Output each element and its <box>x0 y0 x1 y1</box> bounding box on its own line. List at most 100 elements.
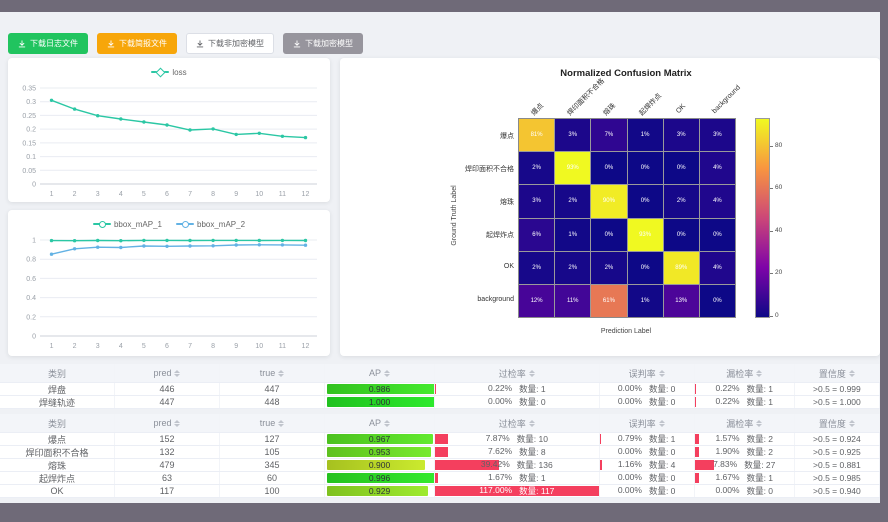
ap-value: 0.986 <box>368 384 391 394</box>
table-row: 焊缝轨迹 447 448 1.000 0.00% 数量: 0 0.00% 数量: 0… <box>0 396 880 409</box>
legend-label: loss <box>172 67 187 77</box>
column-header-置信度[interactable]: 置信度 <box>795 414 880 432</box>
overdetect-cell: 7.87% 数量: 10 <box>435 433 600 445</box>
matrix-cell: 2% <box>519 251 555 284</box>
true-value: 105 <box>220 446 326 458</box>
header-label: true <box>259 368 276 378</box>
column-header-漏检率[interactable]: 漏检率 <box>695 414 795 432</box>
svg-text:0: 0 <box>32 182 36 189</box>
column-header-漏检率[interactable]: 漏检率 <box>695 364 795 382</box>
ap-value: 0.967 <box>368 434 391 444</box>
header-label: AP <box>369 368 382 378</box>
confusion-matrix-grid: 81% 3% 7% 1% 3% 3% 2% 93% 0% 0% 0% 4% 3% 2% 90% 0% 2% 4% 6… <box>518 118 736 318</box>
sort-caret-icon[interactable] <box>658 369 665 377</box>
sort-caret-icon[interactable] <box>528 419 535 427</box>
legend-item-loss[interactable]: loss <box>151 67 187 77</box>
rate-percent: 1.67% <box>715 472 740 482</box>
miss-cell: 1.67% 数量: 1 <box>694 472 795 484</box>
rate-bar <box>694 447 700 457</box>
download-report-button[interactable]: 下载简报文件 <box>97 33 177 54</box>
sort-caret-icon[interactable] <box>756 419 763 427</box>
miss-cell: 0.00% 数量: 0 <box>695 485 795 497</box>
header-label: 过检率 <box>498 418 526 429</box>
svg-text:0.25: 0.25 <box>22 113 36 120</box>
sort-caret-icon[interactable] <box>756 369 763 377</box>
sort-caret-icon[interactable] <box>658 419 665 427</box>
sort-caret-icon[interactable] <box>174 369 181 377</box>
svg-text:0.15: 0.15 <box>22 140 36 147</box>
header-label: pred <box>153 418 172 428</box>
column-header-AP[interactable]: AP <box>325 364 436 382</box>
column-header-误判率[interactable]: 误判率 <box>600 414 695 432</box>
sort-caret-icon[interactable] <box>278 419 285 427</box>
sort-caret-icon[interactable] <box>528 369 535 377</box>
rate-count: 数量: 2 <box>746 447 774 457</box>
button-label: 下载加密模型 <box>305 39 353 48</box>
loss-chart: 00.050.10.150.20.250.30.351 2 3 4 5 6 7 8 9 10 11 1… <box>22 86 317 198</box>
sort-caret-icon[interactable] <box>848 369 855 377</box>
svg-text:6: 6 <box>165 343 169 350</box>
miss-cell: 7.83% 数量: 27 <box>694 459 795 471</box>
svg-text:0.8: 0.8 <box>26 257 36 264</box>
legend-marker-icon <box>151 67 170 77</box>
column-header-置信度[interactable]: 置信度 <box>795 364 880 382</box>
matrix-cell: 93% <box>627 218 663 251</box>
svg-text:1: 1 <box>50 191 54 198</box>
column-header-true[interactable]: true <box>220 414 326 432</box>
download-unencrypted-model-button[interactable]: 下载非加密模型 <box>186 33 274 54</box>
overdetect-cell: 39.42% 数量: 136 <box>435 459 600 471</box>
sort-caret-icon[interactable] <box>278 369 285 377</box>
rate-bar <box>694 460 715 470</box>
colorbar-tick: 40 <box>775 226 783 234</box>
matrix-cell: 89% <box>663 251 699 284</box>
pred-value: 63 <box>115 472 220 484</box>
matrix-cell: 3% <box>555 119 591 152</box>
ap-value: 1.000 <box>368 397 391 407</box>
legend-marker-icon <box>176 220 194 228</box>
confidence-cell: >0.5 = 0.925 <box>795 446 880 458</box>
ap-bar <box>327 397 435 407</box>
misjudge-cell: 0.00% 数量: 0 <box>600 383 695 395</box>
legend-item-bbox_mAP_1[interactable]: bbox_mAP_1 <box>92 220 162 229</box>
sort-caret-icon[interactable] <box>848 419 855 427</box>
column-header-过检率[interactable]: 过检率 <box>435 364 600 382</box>
rate-count: 数量: 0 <box>648 397 676 407</box>
download-encrypted-model-button[interactable]: 下载加密模型 <box>283 33 363 54</box>
class-name: OK <box>0 485 115 497</box>
pred-value: 447 <box>115 396 220 408</box>
rate-percent: 0.22% <box>715 383 740 393</box>
column-header-过检率[interactable]: 过检率 <box>435 414 600 432</box>
rate-percent: 0.00% <box>715 485 740 495</box>
rate-bar <box>599 460 603 470</box>
header-label: 类别 <box>47 368 66 379</box>
rate-count: 数量: 117 <box>519 486 555 496</box>
rate-count: 数量: 0 <box>746 486 774 496</box>
column-header-pred[interactable]: pred <box>115 364 220 382</box>
true-value: 448 <box>220 396 326 408</box>
overdetect-cell: 1.67% 数量: 1 <box>435 472 600 484</box>
legend-item-bbox_mAP_2[interactable]: bbox_mAP_2 <box>176 220 245 229</box>
header-label: AP <box>369 418 382 428</box>
rate-percent: 1.90% <box>715 446 740 456</box>
sort-caret-icon[interactable] <box>174 419 181 427</box>
column-header-true[interactable]: true <box>220 364 326 382</box>
column-header-误判率[interactable]: 误判率 <box>600 364 695 382</box>
rate-count: 数量: 27 <box>744 460 776 470</box>
sort-caret-icon[interactable] <box>384 419 391 427</box>
column-header-类别: 类别 <box>0 414 115 432</box>
header-label: 过检率 <box>498 368 526 379</box>
sort-caret-icon[interactable] <box>384 369 391 377</box>
map-chart-card: bbox_mAP_1 bbox_mAP_2 0 0.2 0.4 0.6 0.8 1 1 2 3 4… <box>8 210 330 356</box>
svg-text:12: 12 <box>302 343 310 350</box>
header-label: 置信度 <box>818 418 846 429</box>
matrix-cell: 1% <box>555 218 591 251</box>
rate-count: 数量: 0 <box>519 397 546 407</box>
download-log-button[interactable]: 下载日志文件 <box>8 33 88 54</box>
column-header-AP[interactable]: AP <box>325 414 436 432</box>
matrix-cell: 7% <box>591 119 627 152</box>
misjudge-cell: 0.79% 数量: 1 <box>599 433 695 445</box>
rate-count: 数量: 0 <box>648 486 676 496</box>
column-header-pred[interactable]: pred <box>115 414 220 432</box>
header-label: 置信度 <box>818 368 846 379</box>
rate-percent: 0.22% <box>715 396 740 406</box>
